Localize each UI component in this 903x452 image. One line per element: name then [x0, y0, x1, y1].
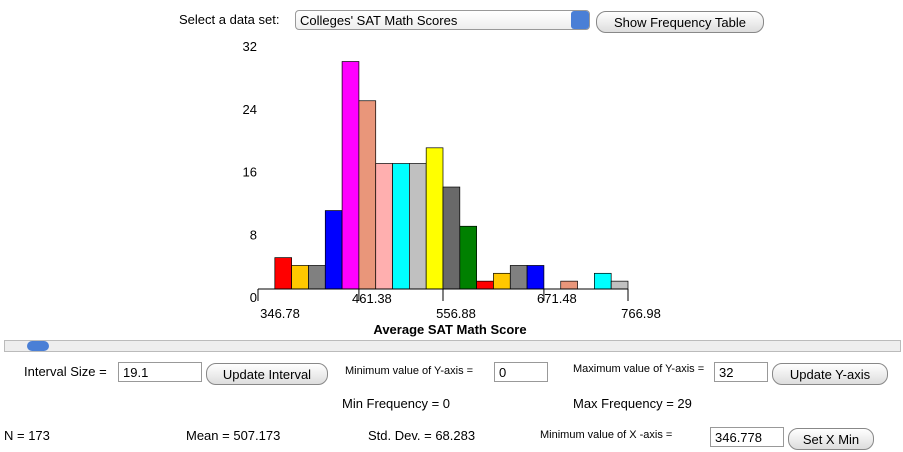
bar [308, 265, 326, 290]
bar [610, 280, 629, 290]
mean: Mean = 507.173 [186, 428, 281, 443]
bar [594, 272, 612, 290]
bar [409, 163, 427, 290]
bar [476, 280, 494, 290]
x-axis-title: Average SAT Math Score [373, 322, 526, 337]
bar [493, 272, 511, 290]
scroll-thumb[interactable] [27, 341, 49, 351]
update-y-button[interactable]: Update Y-axis [772, 363, 888, 385]
x-tick-label: 556.88 [436, 306, 476, 321]
y-tick-label: 8 [250, 227, 257, 242]
bar [291, 265, 309, 290]
n-count: N = 173 [4, 428, 50, 443]
select-arrow [571, 11, 589, 29]
scrollbar[interactable] [4, 340, 901, 352]
std-dev: Std. Dev. = 68.283 [368, 428, 476, 443]
bar [341, 61, 360, 290]
y-tick-label: 16 [243, 165, 257, 180]
dataset-select[interactable]: Colleges' SAT Math Scores [295, 10, 590, 30]
bar [392, 163, 410, 290]
xmin-input[interactable]: 346.778 [710, 427, 784, 447]
update-interval-button[interactable]: Update Interval [206, 363, 328, 385]
chart: Average SAT Math Score 0 8 16 24 32 346.78 461… [243, 39, 661, 337]
x-tick-label: 461.38 [352, 291, 392, 306]
x-tick-label: 671.48 [537, 291, 577, 306]
dataset-value: Colleges' SAT Math Scores [300, 13, 458, 28]
bar [274, 257, 292, 290]
show-table-button[interactable]: Show Frequency Table [596, 11, 764, 33]
x-tick-label: 346.78 [260, 306, 300, 321]
bar [459, 225, 477, 290]
interval-label: Interval Size = [24, 364, 107, 379]
ymin-input[interactable]: 0 [494, 362, 548, 382]
bar [442, 186, 461, 290]
y-tick-label: 32 [243, 39, 257, 54]
y-tick-label: 24 [243, 102, 257, 117]
ymax-input[interactable]: 32 [714, 362, 768, 382]
set-xmin-button[interactable]: Set X Min [788, 428, 874, 450]
max-frequency: Max Frequency = 29 [573, 396, 692, 411]
bar [324, 210, 343, 290]
x-tick-label: 766.98 [621, 306, 661, 321]
bar [509, 265, 528, 290]
ymin-label: Minimum value of Y-axis = [345, 365, 474, 377]
interval-input[interactable]: 19.1 [118, 362, 202, 382]
dataset-label: Select a data set: [179, 12, 280, 27]
min-frequency: Min Frequency = 0 [342, 396, 451, 411]
bar [375, 163, 393, 290]
y-tick-label: 0 [250, 290, 257, 305]
ymax-label: Maximum value of Y-axis = [573, 363, 705, 375]
bar [358, 100, 377, 290]
bar [526, 265, 545, 290]
bar [560, 280, 578, 290]
xmin-label: Minimum value of X -axis = [540, 429, 673, 441]
bar [425, 147, 444, 290]
